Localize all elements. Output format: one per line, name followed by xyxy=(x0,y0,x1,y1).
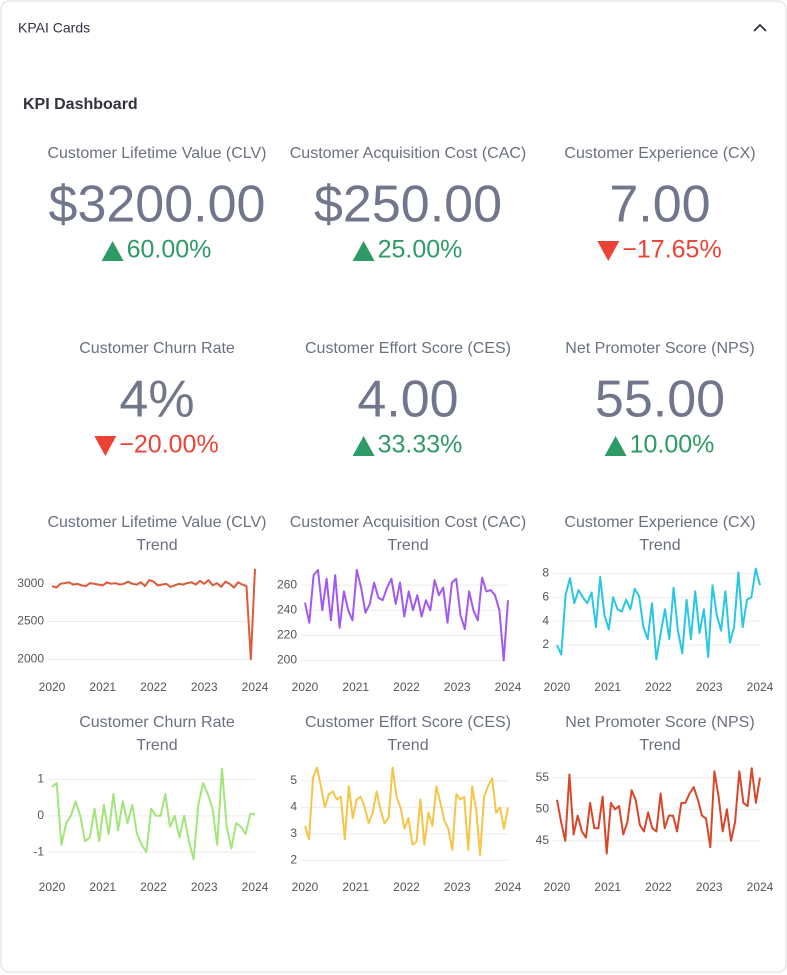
x-tick-label: 2021 xyxy=(89,880,116,894)
x-tick-label: 2022 xyxy=(645,680,672,694)
x-tick-label: 2020 xyxy=(544,680,571,694)
chart-title: Trend xyxy=(639,537,680,554)
y-tick-label: 2 xyxy=(542,637,549,651)
y-tick-label: 3 xyxy=(290,826,297,840)
chart-title: Net Promoter Score (NPS) xyxy=(565,714,754,731)
x-tick-label: 2024 xyxy=(747,880,774,894)
chart-title: Customer Churn Rate xyxy=(79,714,235,731)
trend-line xyxy=(51,767,255,861)
delta-up-arrow xyxy=(352,241,375,261)
kpi-value: 55.00 xyxy=(595,371,725,429)
delta-up-arrow xyxy=(604,436,627,456)
y-tick-label: 4 xyxy=(290,800,297,814)
kpi-value: 4.00 xyxy=(357,371,458,429)
x-tick-label: 2024 xyxy=(242,680,269,694)
kpi-value: 7.00 xyxy=(609,176,710,234)
x-tick-label: 2022 xyxy=(393,880,420,894)
y-tick-label: 260 xyxy=(277,577,297,591)
y-tick-label: 220 xyxy=(277,628,297,642)
x-tick-label: 2021 xyxy=(594,880,621,894)
y-tick-label: 240 xyxy=(277,602,297,616)
kpi-delta: −20.00% xyxy=(119,431,218,459)
kpi-value: $250.00 xyxy=(314,176,502,234)
y-tick-label: 2500 xyxy=(17,614,44,628)
y-tick-label: 6 xyxy=(542,589,549,603)
chart-title: Customer Acquisition Cost (CAC) xyxy=(290,514,527,531)
delta-down-arrow xyxy=(94,436,117,456)
x-tick-label: 2024 xyxy=(495,880,522,894)
x-tick-label: 2023 xyxy=(191,680,218,694)
x-tick-label: 2020 xyxy=(292,880,319,894)
trend-line xyxy=(304,766,509,857)
chart-title: Customer Lifetime Value (CLV) xyxy=(47,514,266,531)
x-tick-label: 2021 xyxy=(342,880,369,894)
kpi-delta: −17.65% xyxy=(622,236,721,264)
kpi-label: Customer Lifetime Value (CLV) xyxy=(47,145,266,162)
y-tick-label: 4 xyxy=(542,613,549,627)
trend-line xyxy=(304,569,509,662)
x-tick-label: 2020 xyxy=(544,880,571,894)
x-tick-label: 2024 xyxy=(495,680,522,694)
trend-line xyxy=(556,567,761,661)
y-tick-label: 3000 xyxy=(17,576,44,590)
y-tick-label: 200 xyxy=(277,653,297,667)
kpi-delta: 10.00% xyxy=(630,431,715,459)
chart-title: Customer Effort Score (CES) xyxy=(305,714,511,731)
x-tick-label: 2023 xyxy=(444,680,471,694)
x-tick-label: 2023 xyxy=(444,880,471,894)
delta-up-arrow xyxy=(352,436,375,456)
panel-title: KPAI Cards xyxy=(18,20,90,36)
x-tick-label: 2022 xyxy=(645,880,672,894)
kpi-value: 4% xyxy=(119,371,194,429)
y-tick-label: 2 xyxy=(290,853,297,867)
x-tick-label: 2022 xyxy=(140,880,167,894)
kpi-delta: 33.33% xyxy=(378,431,463,459)
x-tick-label: 2022 xyxy=(393,680,420,694)
y-tick-label: 45 xyxy=(536,833,550,847)
kpi-delta: 25.00% xyxy=(378,236,463,264)
chart-title: Trend xyxy=(387,737,428,754)
x-tick-label: 2020 xyxy=(292,680,319,694)
trend-line xyxy=(556,767,761,855)
chart-title: Trend xyxy=(639,737,680,754)
kpi-label: Net Promoter Score (NPS) xyxy=(565,340,754,357)
kpi-label: Customer Churn Rate xyxy=(79,340,235,357)
y-tick-label: 2000 xyxy=(17,651,44,665)
y-tick-label: -1 xyxy=(33,844,44,858)
trend-line xyxy=(51,568,256,661)
y-tick-label: 50 xyxy=(536,801,550,815)
y-tick-label: 0 xyxy=(37,808,44,822)
x-tick-label: 2023 xyxy=(696,680,723,694)
x-tick-label: 2020 xyxy=(39,680,66,694)
y-tick-label: 55 xyxy=(536,770,550,784)
chart-title: Trend xyxy=(136,537,177,554)
chart-title: Customer Experience (CX) xyxy=(564,514,755,531)
delta-down-arrow xyxy=(597,241,620,261)
y-tick-label: 8 xyxy=(542,566,549,580)
y-tick-label: 1 xyxy=(37,772,44,786)
x-tick-label: 2023 xyxy=(191,880,218,894)
kpi-label: Customer Acquisition Cost (CAC) xyxy=(290,145,527,162)
x-tick-label: 2023 xyxy=(696,880,723,894)
x-tick-label: 2024 xyxy=(242,880,269,894)
x-tick-label: 2022 xyxy=(140,680,167,694)
x-tick-label: 2021 xyxy=(594,680,621,694)
kpi-label: Customer Effort Score (CES) xyxy=(305,340,511,357)
x-tick-label: 2020 xyxy=(39,880,66,894)
y-tick-label: 5 xyxy=(290,773,297,787)
x-tick-label: 2024 xyxy=(747,680,774,694)
chart-title: Trend xyxy=(136,737,177,754)
dashboard-title: KPI Dashboard xyxy=(23,96,138,113)
x-tick-label: 2021 xyxy=(89,680,116,694)
kpi-delta: 60.00% xyxy=(127,236,212,264)
kpi-label: Customer Experience (CX) xyxy=(564,145,755,162)
delta-up-arrow xyxy=(101,241,124,261)
x-tick-label: 2021 xyxy=(342,680,369,694)
chart-title: Trend xyxy=(387,537,428,554)
kpi-value: $3200.00 xyxy=(49,176,266,234)
collapse-chevron[interactable] xyxy=(753,23,767,32)
